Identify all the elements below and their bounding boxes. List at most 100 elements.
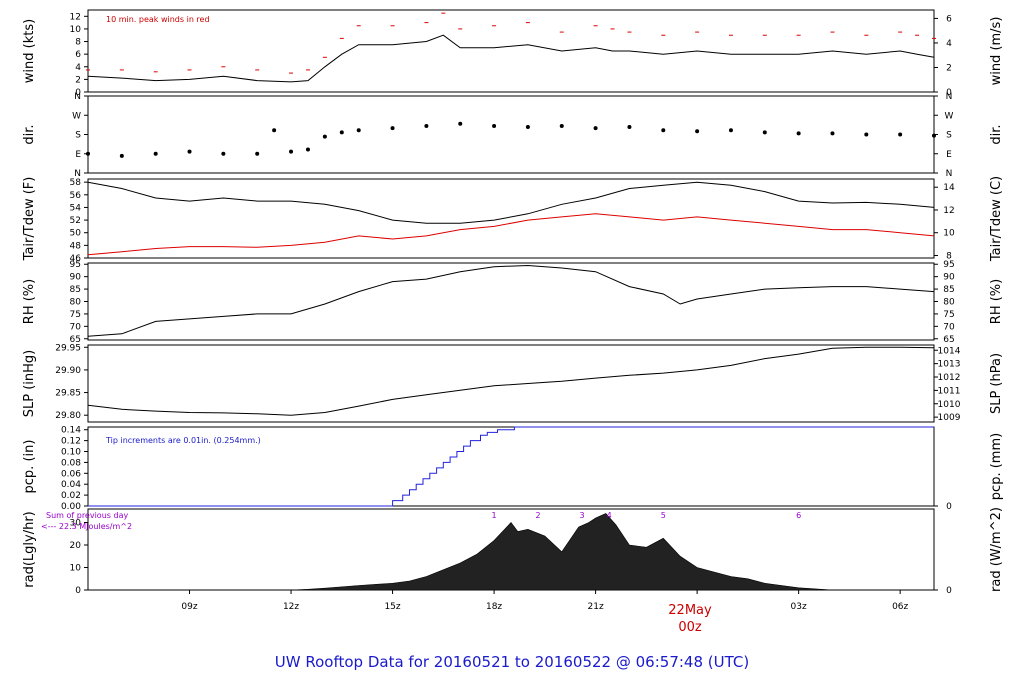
left-tick-label: 75	[70, 310, 81, 320]
dir-point	[255, 151, 260, 156]
left-tick-label: 90	[70, 273, 82, 283]
panel-wind: 0 2 4 6 8 10 12 0 2 4 6 wind (kts) wind (m/s) 10 min.…	[22, 9, 1004, 98]
rad-marker: 4	[607, 511, 612, 520]
panel-frame	[87, 262, 935, 341]
wind-wind-line	[87, 34, 935, 83]
wind-annotation: 10 min. peak winds in red	[106, 15, 210, 24]
left-tick-label: 29.85	[55, 389, 81, 399]
left-tick-label: 12	[70, 12, 81, 22]
right-tick-label: 1014	[938, 346, 961, 356]
right-tick-label: 6	[946, 14, 952, 24]
rad-marker: 6	[796, 511, 801, 520]
left-tick-label: 46	[70, 254, 82, 264]
dir-point	[322, 134, 327, 139]
left-tick-label: 0.08	[61, 458, 81, 468]
right-tick-label: 1013	[938, 360, 961, 370]
y-label-right: SLP (hPa)	[989, 353, 1004, 414]
right-tick-label: S	[946, 131, 952, 141]
left-tick-label: 65	[70, 335, 81, 345]
dir-point	[593, 126, 598, 131]
left-tick-label: 58	[70, 178, 82, 188]
y-label-left: rad(Lgly/hr)	[22, 511, 37, 587]
left-tick-label: 80	[70, 298, 82, 308]
left-tick-label: N	[74, 92, 81, 102]
date-label: 22May	[668, 603, 712, 618]
panel-slp: 29.80 29.85 29.90 29.95 1009 1010 1011 1012 1013…	[22, 343, 1004, 423]
x-tick-label: 18z	[486, 602, 502, 612]
dir-point	[356, 128, 361, 133]
y-label-right: dir.	[989, 124, 1004, 144]
panel-rh: 65 70 75 80 85 90 95 65 70 75 80 85 90 95 RH (%) RH (%)	[22, 260, 1004, 345]
dir-point	[458, 121, 463, 126]
right-tick-label: 75	[943, 310, 954, 320]
left-tick-label: 0.12	[61, 437, 81, 447]
right-tick-label: N	[946, 92, 953, 102]
y-label-right: pcp. (mm)	[989, 433, 1004, 500]
left-tick-label: 30	[70, 519, 82, 529]
left-tick-label: 29.95	[55, 343, 81, 353]
left-tick-label: 29.80	[55, 411, 81, 421]
left-tick-label: 0	[75, 586, 81, 596]
left-tick-label: S	[75, 131, 81, 141]
left-tick-label: N	[74, 169, 81, 179]
panel-rad: 01020300100200300400rad(Lgly/hr)rad (W/m…	[22, 507, 1004, 612]
left-tick-label: 0.02	[61, 491, 81, 501]
left-tick-label: 0.10	[61, 448, 81, 458]
y-label-left: pcp. (in)	[22, 440, 37, 494]
y-label-right: Tair/Tdew (C)	[989, 176, 1004, 262]
panel-frame	[87, 178, 935, 259]
dir-point	[153, 151, 158, 156]
right-tick-label: 1010	[938, 400, 961, 410]
dir-point	[830, 131, 835, 136]
panel-pcp: 0.000.020.040.060.080.100.120.140123pcp.…	[22, 426, 1004, 512]
panel-frame	[87, 426, 935, 507]
dir-point	[796, 131, 801, 136]
left-tick-label: 8	[75, 38, 81, 48]
left-tick-label: W	[72, 111, 81, 121]
left-tick-label: 54	[70, 203, 82, 213]
slp-SLP-line	[87, 346, 935, 416]
left-tick-label: 4	[75, 63, 81, 73]
y-label-left: RH (%)	[22, 279, 37, 324]
right-tick-label: 10	[943, 229, 955, 239]
panel-frame	[87, 95, 935, 174]
pcp-line	[88, 426, 934, 507]
y-label-left: Tair/Tdew (F)	[22, 177, 37, 262]
left-tick-label: 10	[70, 564, 82, 574]
dir-point	[762, 130, 767, 135]
right-tick-label: 8	[946, 251, 952, 261]
dir-point	[661, 128, 666, 133]
date-sublabel: 00z	[678, 620, 702, 635]
dir-point	[864, 132, 869, 137]
dir-point	[339, 130, 344, 135]
y-label-left: SLP (inHg)	[22, 350, 37, 418]
left-tick-label: 85	[70, 285, 81, 295]
dir-point	[305, 147, 310, 152]
right-tick-label: 0	[946, 502, 952, 512]
left-tick-label: E	[75, 150, 81, 160]
dir-point	[390, 126, 395, 131]
left-tick-label: 10	[70, 25, 82, 35]
x-tick-label: 15z	[384, 602, 400, 612]
right-tick-label: 2	[946, 63, 952, 73]
dir-point	[695, 129, 700, 134]
left-tick-label: 0.06	[61, 469, 81, 479]
right-tick-label: 1011	[938, 386, 961, 396]
panel-temperature: 46 48 50 52 54 56 58 8 10 12 14 Tair/Tdew (F) Tair/T…	[22, 176, 1004, 264]
left-tick-label: 29.90	[55, 366, 81, 376]
dir-point	[525, 125, 530, 130]
page-title: UW Rooftop Data for 20160521 to 20160522…	[275, 653, 749, 671]
rad-marker: 5	[661, 511, 666, 520]
x-tick-label: 09z	[181, 602, 197, 612]
left-tick-label: 52	[70, 216, 81, 226]
dir-point	[221, 151, 226, 156]
temperature-Tdew-line	[87, 213, 935, 256]
x-tick-label: 03z	[791, 602, 807, 612]
left-tick-label: 6	[75, 50, 81, 60]
right-tick-label: 80	[943, 298, 955, 308]
left-tick-label: 0.00	[61, 502, 81, 512]
dir-point	[492, 123, 497, 128]
